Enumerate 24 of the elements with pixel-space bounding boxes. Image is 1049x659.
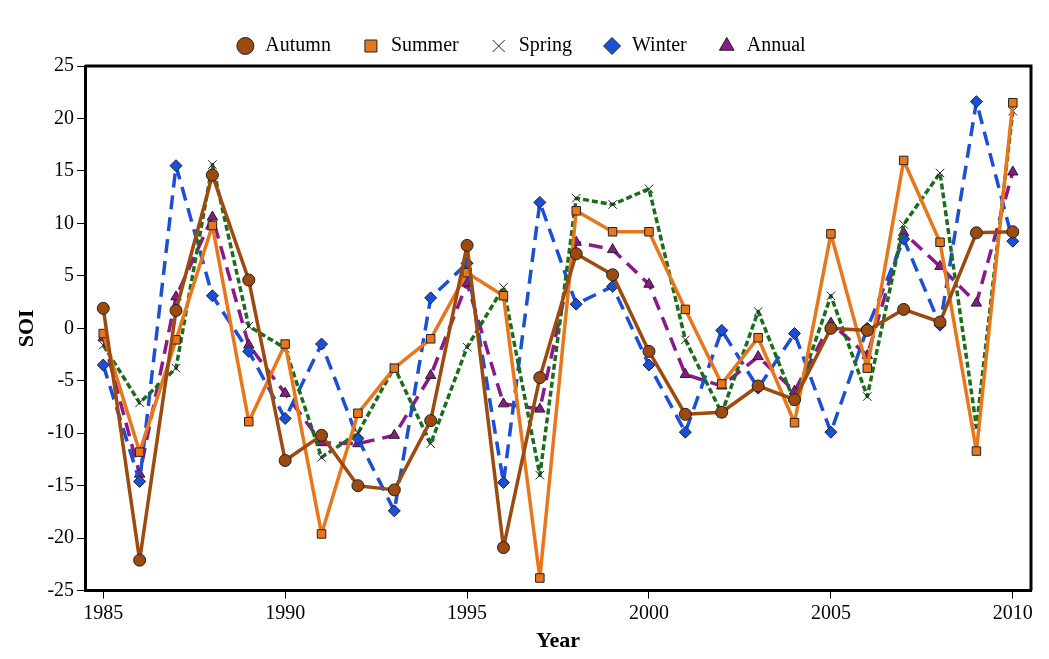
x-tick-label: 2010 (992, 600, 1033, 623)
x-tick-label: 1985 (83, 600, 124, 623)
y-tick-label: -10 (47, 420, 75, 443)
y-tick-label: 5 (64, 263, 75, 286)
x-tick-label: 2005 (810, 600, 851, 623)
x-tick-label: 2000 (628, 600, 669, 623)
legend-label: Winter (632, 33, 688, 56)
legend-label: Autumn (265, 33, 331, 56)
y-tick-label: 10 (54, 210, 75, 233)
legend-label: Summer (390, 33, 460, 56)
legend-label: Spring (518, 33, 573, 57)
y-tick-label: -20 (47, 525, 75, 548)
legend-label: Annual (746, 33, 807, 56)
y-tick-label: 25 (54, 53, 75, 76)
x-tick-label: 1990 (265, 600, 306, 623)
y-tick-label: -25 (47, 577, 75, 600)
x-axis-title: Year (536, 627, 581, 653)
y-tick-label: -15 (47, 472, 75, 495)
y-tick-label: -5 (57, 368, 75, 391)
y-tick-label: 0 (64, 315, 75, 338)
y-tick-label: 20 (54, 105, 75, 128)
y-axis-title: SOI (12, 309, 38, 348)
x-tick-label: 1995 (447, 600, 488, 623)
y-tick-label: 15 (54, 158, 75, 181)
